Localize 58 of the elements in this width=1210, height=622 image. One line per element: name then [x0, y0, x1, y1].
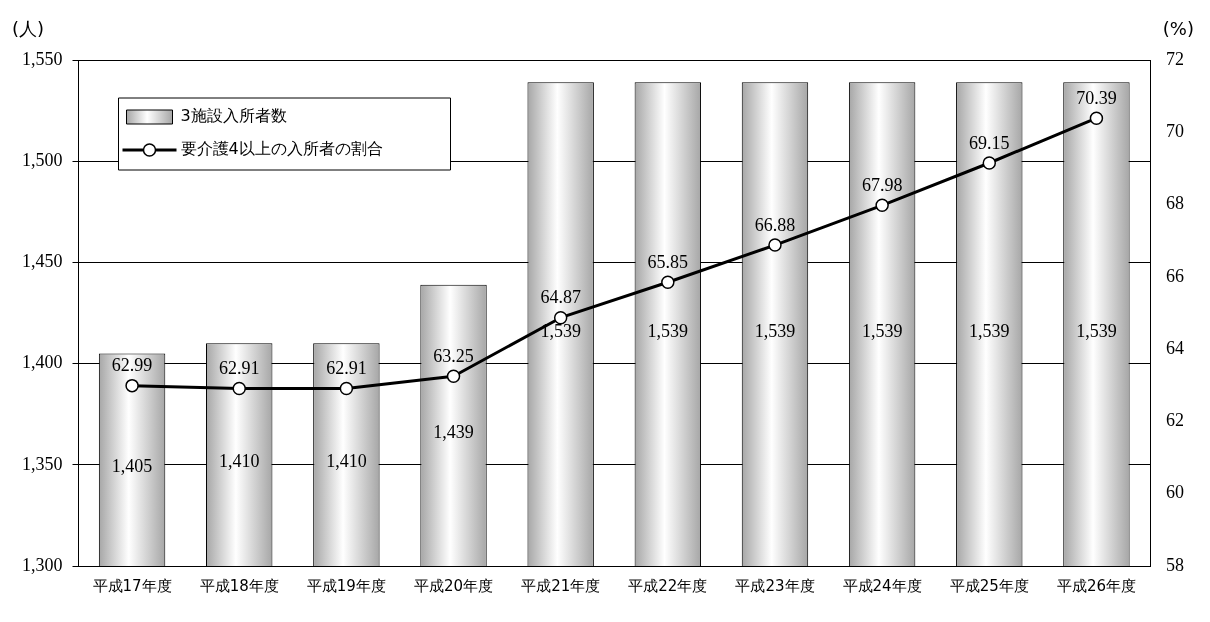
- point: [446, 369, 461, 383]
- data-label: 65.85: [647, 252, 689, 273]
- point: [875, 198, 889, 213]
- legend-label: 要介護4以上の入所者の割合: [180, 139, 383, 159]
- legend-label: 3施設入所者数: [180, 106, 287, 126]
- y-tick-label: 1,350: [22, 453, 63, 474]
- x-tick-label: 平成22年度: [628, 576, 708, 595]
- point: [125, 378, 139, 393]
- data-label: 63.25: [433, 345, 474, 366]
- data-label: 66.88: [754, 214, 796, 235]
- data-label: 62.99: [111, 355, 153, 376]
- y2-tick-label: 72: [1166, 48, 1184, 69]
- point: [768, 238, 782, 252]
- y2-tick-label: 68: [1166, 193, 1184, 214]
- point: [1089, 111, 1104, 125]
- x-tick-label: 平成25年度: [949, 576, 1029, 595]
- data-label: 62.91: [218, 358, 260, 379]
- x-tick-label: 平成26年度: [1056, 576, 1136, 595]
- y-tick-label: 1,500: [22, 149, 63, 170]
- point: [339, 381, 354, 396]
- data-label: 64.87: [540, 287, 581, 308]
- data-label: 1,439: [433, 422, 474, 443]
- data-label: 1,405: [111, 456, 153, 477]
- point: [553, 310, 568, 325]
- y-tick-label: 1,550: [22, 48, 63, 69]
- y2-axis-title: (%): [1162, 17, 1194, 39]
- x-tick-label: 平成17年度: [92, 576, 172, 595]
- data-label: 67.98: [861, 175, 903, 196]
- x-tick-label: 平成23年度: [735, 576, 815, 595]
- y-tick-label: 1,400: [22, 352, 63, 373]
- y2-tick-label: 62: [1166, 410, 1184, 431]
- data-label: 1,410: [326, 451, 367, 472]
- point: [982, 156, 997, 170]
- y2-tick-label: 70: [1166, 121, 1184, 142]
- y2-tick-label: 58: [1166, 554, 1184, 575]
- data-label: 1,539: [1076, 320, 1117, 341]
- data-label: 1,539: [754, 320, 796, 341]
- data-label: 62.91: [326, 358, 367, 379]
- y-axis-title: (人): [12, 17, 45, 39]
- y-tick-label: 1,450: [22, 251, 63, 272]
- x-tick-label: 平成24年度: [842, 576, 922, 595]
- data-label: 70.39: [1076, 87, 1117, 108]
- x-tick-label: 平成21年度: [521, 576, 601, 595]
- data-label: 1,539: [540, 320, 581, 341]
- data-label: 1,410: [218, 451, 260, 472]
- data-label: 1,539: [861, 320, 903, 341]
- y2-tick-label: 60: [1166, 482, 1184, 503]
- data-label: 69.15: [969, 132, 1010, 153]
- y2-tick-label: 66: [1166, 265, 1184, 286]
- x-tick-label: 平成20年度: [413, 576, 494, 595]
- y-tick-label: 1,300: [22, 554, 63, 575]
- point: [232, 381, 246, 396]
- data-label: 1,539: [647, 320, 689, 341]
- point: [661, 275, 675, 290]
- data-label: 1,539: [969, 320, 1010, 341]
- x-tick-label: 平成18年度: [199, 576, 279, 595]
- y2-tick-label: 64: [1166, 337, 1184, 358]
- x-tick-label: 平成19年度: [306, 576, 386, 595]
